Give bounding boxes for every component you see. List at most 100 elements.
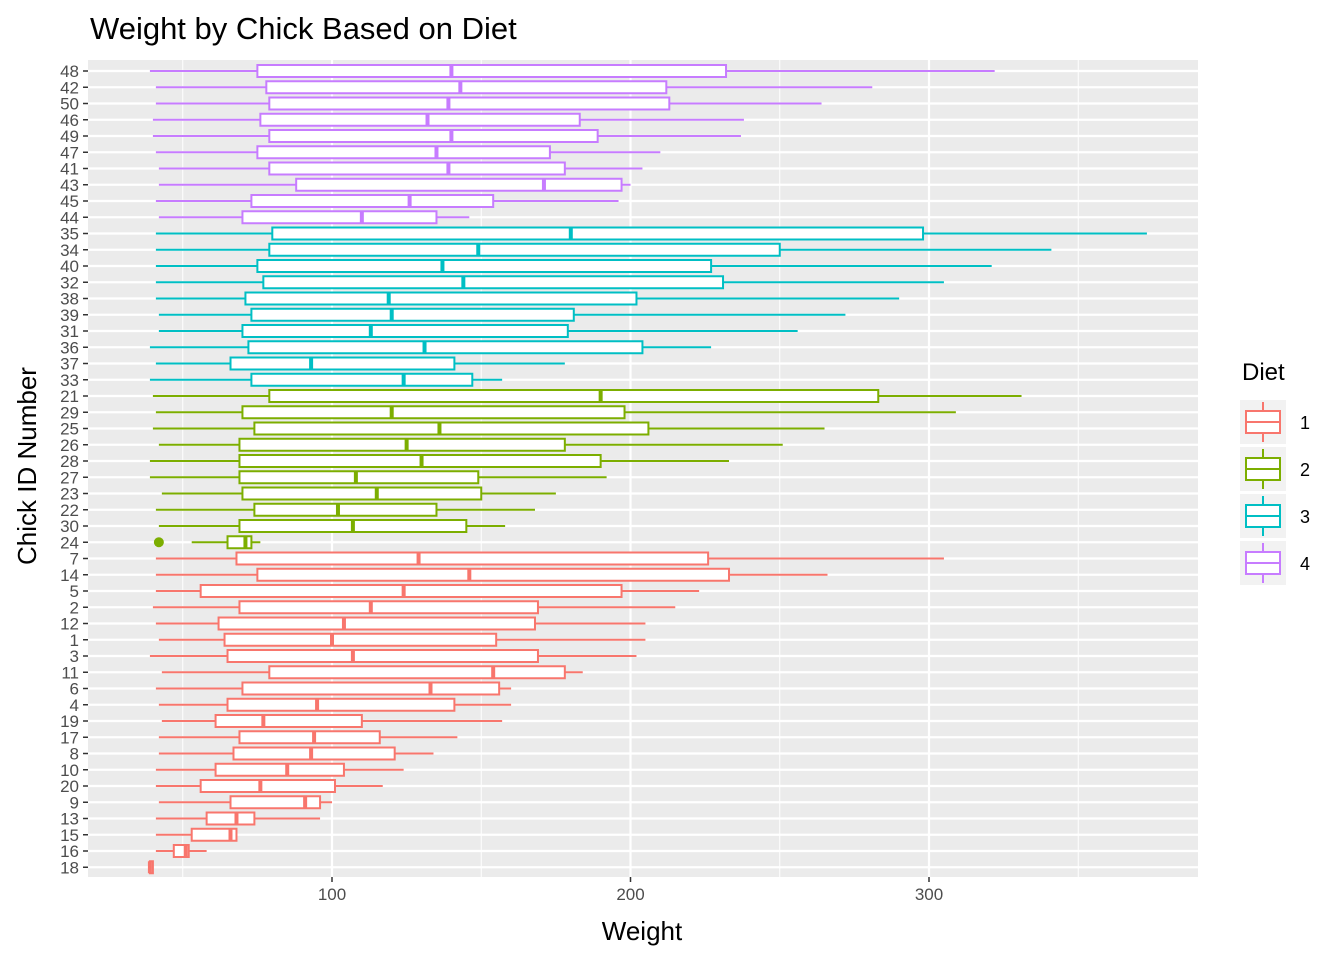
chick-box-12 <box>155 616 646 631</box>
chick-box-10 <box>155 762 404 777</box>
iqr-box <box>226 649 539 663</box>
iqr-box <box>268 129 599 143</box>
y-tick-label: 50 <box>60 95 79 114</box>
y-tick-label: 39 <box>60 306 79 325</box>
chick-box-14 <box>155 567 828 582</box>
iqr-box <box>268 96 671 111</box>
iqr-box <box>205 811 256 826</box>
iqr-box <box>229 795 322 810</box>
chick-box-40 <box>155 259 992 273</box>
legend-item-1: 1 <box>1240 400 1310 444</box>
iqr-box <box>256 259 713 273</box>
boxplot-series <box>147 64 1147 875</box>
chick-box-36 <box>149 340 712 355</box>
iqr-box <box>232 746 396 761</box>
chick-box-19 <box>161 714 503 728</box>
chick-box-25 <box>152 421 825 436</box>
chick-box-13 <box>155 811 321 826</box>
y-tick-label: 10 <box>60 761 79 780</box>
y-tick-label: 42 <box>60 78 79 97</box>
chick-box-2 <box>152 600 676 615</box>
y-tick-label: 1 <box>70 631 79 650</box>
y-tick-label: 47 <box>60 143 79 162</box>
y-tick-label: 26 <box>60 436 79 455</box>
iqr-box <box>244 291 638 306</box>
chick-box-46 <box>152 112 744 127</box>
y-tick-label: 19 <box>60 712 79 731</box>
legend-label: 4 <box>1300 554 1310 574</box>
iqr-box <box>229 356 456 371</box>
iqr-box <box>190 827 238 842</box>
chick-box-41 <box>158 161 643 176</box>
chick-box-28 <box>149 454 730 468</box>
chick-box-16 <box>155 844 207 858</box>
legend-item-4: 4 <box>1240 541 1310 585</box>
y-tick-label: 6 <box>70 680 79 699</box>
chick-box-1 <box>158 632 646 647</box>
y-tick-label: 27 <box>60 468 79 487</box>
y-tick-label: 45 <box>60 192 79 211</box>
chick-box-39 <box>158 307 846 322</box>
legend-label: 2 <box>1300 460 1310 480</box>
x-tick-label: 200 <box>616 885 644 904</box>
y-tick-label: 34 <box>60 241 79 260</box>
chick-box-29 <box>155 405 956 420</box>
chick-box-3 <box>149 649 637 663</box>
chick-box-7 <box>155 551 944 566</box>
iqr-box <box>259 112 581 127</box>
chick-box-49 <box>152 129 741 143</box>
y-axis: 4842504649474143454435344032383931363733… <box>60 62 88 877</box>
chick-box-5 <box>155 584 700 598</box>
y-tick-label: 37 <box>60 355 79 374</box>
y-tick-label: 40 <box>60 257 79 276</box>
iqr-box <box>268 665 566 680</box>
x-tick-label: 300 <box>915 885 943 904</box>
iqr-box <box>238 600 539 615</box>
iqr-box <box>262 275 725 290</box>
iqr-box <box>268 161 566 176</box>
iqr-box <box>253 421 650 436</box>
chart-title: Weight by Chick Based on Diet <box>90 11 517 46</box>
y-tick-label: 44 <box>60 208 79 227</box>
y-tick-label: 41 <box>60 160 79 179</box>
y-tick-label: 33 <box>60 371 79 390</box>
iqr-box <box>223 632 498 647</box>
chick-box-6 <box>155 681 512 696</box>
chick-box-23 <box>161 486 556 501</box>
chick-box-43 <box>158 177 631 192</box>
y-tick-label: 4 <box>70 696 79 715</box>
y-tick-label: 36 <box>60 338 79 357</box>
chick-box-30 <box>158 519 506 533</box>
outlier-point <box>153 537 164 548</box>
iqr-box <box>250 307 575 322</box>
y-tick-label: 7 <box>70 550 79 569</box>
chick-box-37 <box>155 356 565 371</box>
chick-box-35 <box>155 226 1147 241</box>
iqr-box <box>199 584 623 598</box>
y-tick-label: 28 <box>60 452 79 471</box>
iqr-box <box>235 551 710 566</box>
y-tick-label: 35 <box>60 225 79 244</box>
iqr-box <box>217 616 536 631</box>
iqr-box <box>241 324 569 338</box>
iqr-box <box>265 80 668 95</box>
iqr-box <box>256 64 728 78</box>
y-tick-label: 8 <box>70 745 79 764</box>
legend-label: 1 <box>1300 413 1310 433</box>
y-tick-label: 30 <box>60 517 79 536</box>
y-tick-label: 13 <box>60 810 79 829</box>
y-tick-label: 12 <box>60 615 79 634</box>
iqr-box <box>241 210 438 225</box>
iqr-box <box>238 730 381 745</box>
y-tick-label: 31 <box>60 322 79 341</box>
x-axis-title: Weight <box>602 916 683 946</box>
chick-box-24 <box>153 535 261 550</box>
iqr-box <box>295 177 623 192</box>
y-tick-label: 9 <box>70 793 79 812</box>
iqr-box <box>250 372 474 387</box>
iqr-box <box>214 714 363 728</box>
iqr-box <box>241 486 483 501</box>
chick-box-21 <box>152 389 1022 403</box>
chick-box-11 <box>161 665 583 680</box>
